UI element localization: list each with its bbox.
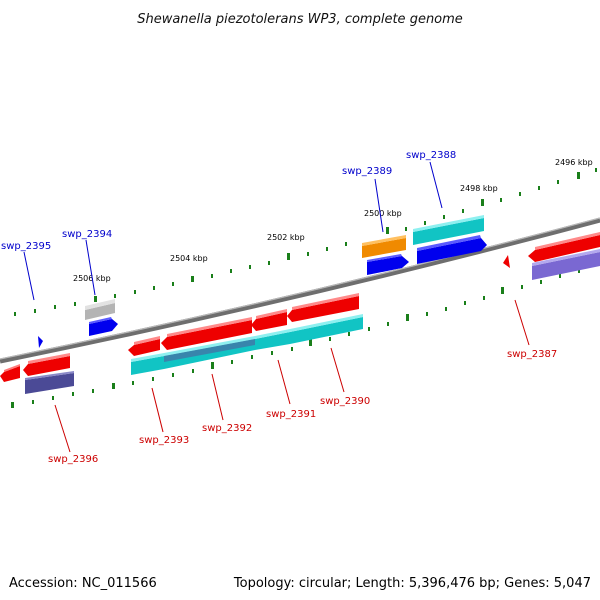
gene-swp-2393-red[interactable] [128, 336, 160, 356]
gene-label-swp-2391[interactable]: swp_2391 [266, 409, 316, 420]
gene-swp-2388-cyan[interactable] [413, 215, 484, 245]
scale-label-2504: 2504 kbp [170, 254, 208, 263]
label-leader-lines [23, 161, 530, 453]
gene-label-swp-2394[interactable]: swp_2394 [62, 229, 112, 240]
lower-scale [11, 269, 580, 408]
gene-label-swp-2388[interactable]: swp_2388 [406, 150, 456, 161]
genome-backbone [0, 217, 600, 364]
gene-swp-2390-cyan[interactable] [290, 314, 363, 344]
gene-swp-2393-cyan[interactable] [131, 353, 164, 375]
gene-label-swp-2387[interactable]: swp_2387 [507, 349, 557, 360]
gene-labels: swp_2388 swp_2389 swp_2394 swp_2395 swp_… [1, 150, 557, 465]
gene-swp-2390-red[interactable] [287, 293, 359, 322]
accession-label: Accession: NC_011566 [9, 576, 157, 591]
scale-label-2496: 2496 kbp [555, 158, 593, 167]
gene-right-lavender[interactable] [532, 249, 600, 280]
gene-swp-2395-marker[interactable] [38, 336, 43, 348]
gene-swp-2394-gray[interactable] [85, 299, 115, 320]
genome-summary: Topology: circular; Length: 5,396,476 bp… [233, 576, 591, 591]
gene-label-swp-2392[interactable]: swp_2392 [202, 423, 252, 434]
gene-label-swp-2395[interactable]: swp_2395 [1, 241, 51, 252]
scale-labels: 2496 kbp 2498 kbp 2500 kbp 2502 kbp 2504… [73, 158, 593, 283]
gene-label-swp-2396[interactable]: swp_2396 [48, 454, 98, 465]
gene-swp-2387-marker[interactable] [503, 255, 510, 268]
map-title: Shewanella piezotolerans WP3, complete g… [137, 12, 463, 27]
gene-right-red[interactable] [528, 232, 600, 262]
gene-swp-2396-purple[interactable] [25, 371, 74, 394]
gene-swp-2389-blue[interactable] [367, 254, 409, 275]
gene-swp-2391-cyan[interactable] [255, 329, 290, 350]
gene-left-red-a[interactable] [0, 364, 20, 382]
gene-label-swp-2389[interactable]: swp_2389 [342, 166, 392, 177]
upper-scale [14, 168, 597, 316]
gene-swp-2396-red[interactable] [23, 353, 70, 376]
scale-label-2500: 2500 kbp [364, 209, 402, 218]
gene-label-swp-2390[interactable]: swp_2390 [320, 396, 370, 407]
gene-swp-2389-orange[interactable] [362, 235, 406, 258]
gene-swp-2388-blue[interactable] [417, 235, 487, 264]
gene-swp-2392-steel[interactable] [164, 336, 255, 369]
gene-label-swp-2393[interactable]: swp_2393 [139, 435, 189, 446]
gene-swp-2391-red[interactable] [251, 309, 287, 331]
scale-label-2502: 2502 kbp [267, 233, 305, 242]
scale-label-2498: 2498 kbp [460, 184, 498, 193]
gene-swp-2392-red[interactable] [161, 317, 252, 350]
gene-swp-2394-blue[interactable] [89, 317, 118, 336]
